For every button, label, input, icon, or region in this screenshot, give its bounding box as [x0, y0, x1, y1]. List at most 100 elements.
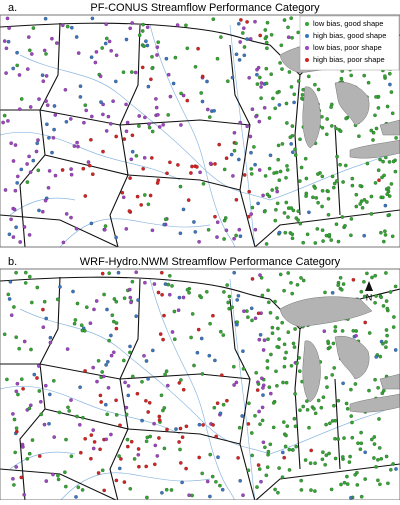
gauge-point: [373, 273, 378, 278]
gauge-point: [83, 194, 88, 198]
gauge-point: [339, 287, 344, 292]
gauge-point: [214, 480, 218, 484]
gauge-point: [31, 158, 36, 163]
gauge-point: [320, 189, 325, 193]
gauge-point: [129, 157, 134, 162]
gauge-point: [295, 361, 299, 366]
panel-title: PF-CONUS Streamflow Performance Category: [90, 2, 320, 14]
gauge-point: [291, 448, 295, 452]
gauge-point: [286, 330, 291, 335]
gauge-point: [299, 276, 303, 280]
gauge-point: [19, 167, 24, 172]
gauge-point: [60, 23, 65, 28]
gauge-point: [369, 128, 374, 133]
gauge-point: [384, 271, 388, 275]
gauge-point: [34, 149, 39, 154]
gauge-point: [285, 164, 289, 168]
gauge-point: [144, 359, 149, 363]
gauge-point: [116, 270, 121, 275]
gauge-point: [54, 41, 59, 45]
gauge-point: [303, 156, 308, 161]
gauge-point: [259, 479, 263, 484]
gauge-point: [290, 124, 295, 128]
gauge-point: [157, 418, 162, 422]
gauge-point: [184, 424, 189, 429]
gauge-point: [328, 345, 332, 350]
gauge-point: [75, 301, 80, 306]
gauge-point: [289, 206, 294, 210]
gauge-point: [91, 428, 96, 432]
gauge-point: [220, 487, 225, 492]
gauge-point: [284, 200, 289, 205]
gauge-point: [12, 207, 17, 212]
gauge-point: [36, 138, 40, 142]
gauge-point: [369, 212, 374, 216]
gauge-point: [176, 163, 180, 167]
gauge-point: [326, 213, 331, 217]
gauge-point: [273, 487, 277, 492]
gauge-point: [349, 414, 354, 418]
gauge-point: [213, 358, 217, 363]
gauge-point: [137, 124, 141, 128]
panel-title: WRF-Hydro.NWM Streamflow Performance Cat…: [80, 256, 341, 268]
gauge-point: [208, 452, 213, 457]
gauge-point: [39, 412, 44, 417]
gauge-point: [144, 439, 149, 444]
gauge-point: [124, 227, 129, 231]
gauge-point: [289, 281, 293, 285]
gauge-point: [293, 153, 298, 157]
gauge-point: [215, 220, 220, 225]
gauge-point: [290, 35, 294, 40]
gauge-point: [121, 70, 126, 75]
gauge-point: [242, 45, 247, 49]
gauge-point: [152, 421, 156, 426]
gauge-point: [134, 154, 139, 158]
gauge-point: [250, 318, 254, 323]
gauge-point: [144, 464, 149, 469]
gauge-point: [255, 72, 259, 77]
gauge-point: [136, 298, 140, 302]
gauge-point: [63, 470, 67, 475]
gauge-point: [250, 431, 254, 435]
gauge-point: [92, 307, 96, 312]
gauge-point: [199, 91, 204, 95]
gauge-point: [261, 348, 266, 352]
gauge-point: [219, 329, 223, 334]
gauge-point: [297, 369, 302, 374]
gauge-point: [282, 288, 286, 293]
gauge-point: [37, 208, 41, 213]
gauge-point: [293, 327, 297, 331]
legend-swatch: [305, 22, 309, 26]
gauge-point: [313, 489, 317, 493]
gauge-point: [249, 167, 254, 171]
gauge-point: [168, 160, 172, 165]
gauge-point: [362, 198, 367, 202]
gauge-point: [393, 169, 398, 174]
gauge-point: [160, 491, 164, 495]
gauge-point: [128, 487, 133, 491]
gauge-point: [323, 463, 328, 467]
gauge-point: [105, 412, 110, 417]
gauge-point: [356, 441, 360, 446]
gauge-point: [178, 447, 182, 452]
gauge-point: [109, 333, 113, 338]
panel-label: a.: [8, 2, 17, 14]
gauge-point: [69, 172, 74, 177]
gauge-point: [78, 385, 82, 390]
gauge-point: [367, 331, 372, 335]
gauge-point: [130, 133, 135, 138]
gauge-point: [78, 423, 82, 427]
gauge-point: [349, 387, 353, 392]
gauge-point: [378, 354, 383, 359]
gauge-point: [155, 454, 160, 458]
gauge-point: [237, 157, 241, 162]
legend-swatch: [305, 46, 309, 50]
gauge-point: [42, 48, 47, 53]
gauge-point: [260, 293, 265, 298]
gauge-point: [247, 189, 252, 194]
gauge-point: [329, 105, 333, 109]
gauge-point: [74, 495, 78, 499]
gauge-point: [384, 340, 388, 344]
gauge-point: [248, 134, 253, 139]
gauge-point: [388, 468, 393, 472]
